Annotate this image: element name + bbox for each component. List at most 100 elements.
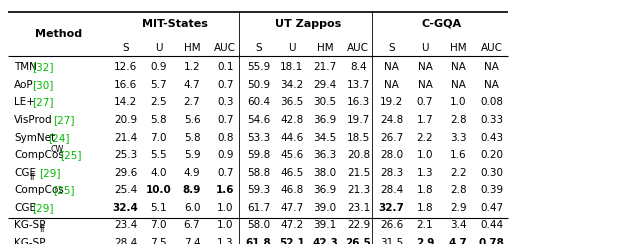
- Text: 52.1: 52.1: [279, 238, 305, 244]
- Text: NA: NA: [451, 62, 466, 72]
- Text: 2.9: 2.9: [450, 203, 467, 213]
- Text: CompCos: CompCos: [14, 150, 64, 160]
- Text: [29]: [29]: [32, 203, 54, 213]
- Text: 7.4: 7.4: [184, 238, 200, 244]
- Text: 0.8: 0.8: [217, 133, 234, 142]
- Text: 2.5: 2.5: [150, 98, 167, 107]
- Text: 12.6: 12.6: [114, 62, 137, 72]
- Text: CGE: CGE: [14, 203, 36, 213]
- Text: 18.5: 18.5: [347, 133, 370, 142]
- Text: S: S: [255, 43, 262, 53]
- Text: 2.2: 2.2: [417, 133, 433, 142]
- Text: 1.8: 1.8: [417, 185, 433, 195]
- Text: KG-SP: KG-SP: [14, 221, 45, 230]
- Text: 1.0: 1.0: [217, 203, 234, 213]
- Text: [29]: [29]: [40, 168, 61, 178]
- Text: LE+: LE+: [14, 98, 35, 107]
- Text: 1.3: 1.3: [217, 238, 234, 244]
- Text: 2.9: 2.9: [416, 238, 434, 244]
- Text: 0.7: 0.7: [417, 98, 433, 107]
- Text: 32.7: 32.7: [379, 203, 404, 213]
- Text: 4.7: 4.7: [449, 238, 468, 244]
- Text: 22.9: 22.9: [347, 221, 370, 230]
- Text: AUC: AUC: [481, 43, 502, 53]
- Text: 46.8: 46.8: [280, 185, 303, 195]
- Text: 28.4: 28.4: [380, 185, 403, 195]
- Text: 61.7: 61.7: [247, 203, 270, 213]
- Text: 8.4: 8.4: [350, 62, 367, 72]
- Text: 7.0: 7.0: [150, 133, 167, 142]
- Text: 32.4: 32.4: [113, 203, 138, 213]
- Text: 25.4: 25.4: [114, 185, 137, 195]
- Text: 16.6: 16.6: [114, 80, 137, 90]
- Text: ff: ff: [40, 225, 46, 234]
- Text: U: U: [421, 43, 429, 53]
- Text: 5.7: 5.7: [150, 80, 167, 90]
- Text: HM: HM: [184, 43, 200, 53]
- Text: 0.08: 0.08: [480, 98, 503, 107]
- Text: 2.8: 2.8: [450, 185, 467, 195]
- Text: 1.6: 1.6: [216, 185, 234, 195]
- Text: 21.3: 21.3: [347, 185, 370, 195]
- Text: 21.4: 21.4: [114, 133, 137, 142]
- Text: 28.4: 28.4: [114, 238, 137, 244]
- Text: 1.8: 1.8: [417, 203, 433, 213]
- Text: VisProd: VisProd: [14, 115, 52, 125]
- Text: NA: NA: [484, 62, 499, 72]
- Text: 55.9: 55.9: [247, 62, 270, 72]
- Text: 36.9: 36.9: [314, 115, 337, 125]
- Text: 54.6: 54.6: [247, 115, 270, 125]
- Text: [25]: [25]: [60, 150, 82, 160]
- Text: 0.7: 0.7: [217, 115, 234, 125]
- Text: 20.9: 20.9: [114, 115, 137, 125]
- Text: 53.3: 53.3: [247, 133, 270, 142]
- Text: 2.1: 2.1: [417, 221, 433, 230]
- Text: 60.4: 60.4: [247, 98, 270, 107]
- Text: 0.7: 0.7: [217, 168, 234, 178]
- Text: S: S: [122, 43, 129, 53]
- Text: 29.6: 29.6: [114, 168, 137, 178]
- Text: 0.20: 0.20: [480, 150, 503, 160]
- Text: 26.7: 26.7: [380, 133, 403, 142]
- Text: SymNet: SymNet: [14, 133, 55, 142]
- Text: 19.2: 19.2: [380, 98, 403, 107]
- Text: 0.43: 0.43: [480, 133, 503, 142]
- Text: 13.7: 13.7: [347, 80, 370, 90]
- Text: [30]: [30]: [32, 80, 54, 90]
- Text: 4.0: 4.0: [150, 168, 167, 178]
- Text: 1.3: 1.3: [417, 168, 433, 178]
- Text: 16.3: 16.3: [347, 98, 370, 107]
- Text: 0.9: 0.9: [217, 150, 234, 160]
- Text: 42.8: 42.8: [280, 115, 303, 125]
- Text: MIT-States: MIT-States: [143, 19, 208, 29]
- Text: 47.7: 47.7: [280, 203, 303, 213]
- Text: 1.6: 1.6: [450, 150, 467, 160]
- Text: 0.7: 0.7: [217, 80, 234, 90]
- Text: 34.5: 34.5: [314, 133, 337, 142]
- Text: 3.3: 3.3: [450, 133, 467, 142]
- Text: 44.6: 44.6: [280, 133, 303, 142]
- Text: 42.3: 42.3: [312, 238, 338, 244]
- Text: 28.0: 28.0: [380, 150, 403, 160]
- Text: [25]: [25]: [53, 185, 75, 195]
- Text: 0.44: 0.44: [480, 221, 503, 230]
- Text: 1.0: 1.0: [217, 221, 234, 230]
- Text: 23.1: 23.1: [347, 203, 370, 213]
- Text: 0.47: 0.47: [480, 203, 503, 213]
- Text: 59.8: 59.8: [247, 150, 270, 160]
- Text: 4.9: 4.9: [184, 168, 200, 178]
- Text: 31.5: 31.5: [380, 238, 403, 244]
- Text: Method: Method: [35, 29, 82, 39]
- Text: 3.4: 3.4: [450, 221, 467, 230]
- Text: 0.78: 0.78: [479, 238, 504, 244]
- Text: ff: ff: [29, 173, 35, 182]
- Text: 38.0: 38.0: [314, 168, 337, 178]
- Text: 1.7: 1.7: [417, 115, 433, 125]
- Text: 5.8: 5.8: [184, 133, 200, 142]
- Text: 0.9: 0.9: [150, 62, 167, 72]
- Text: CGE: CGE: [14, 168, 36, 178]
- Text: 7.5: 7.5: [150, 238, 167, 244]
- Text: 47.2: 47.2: [280, 221, 303, 230]
- Text: 5.6: 5.6: [184, 115, 200, 125]
- Text: 50.9: 50.9: [247, 80, 270, 90]
